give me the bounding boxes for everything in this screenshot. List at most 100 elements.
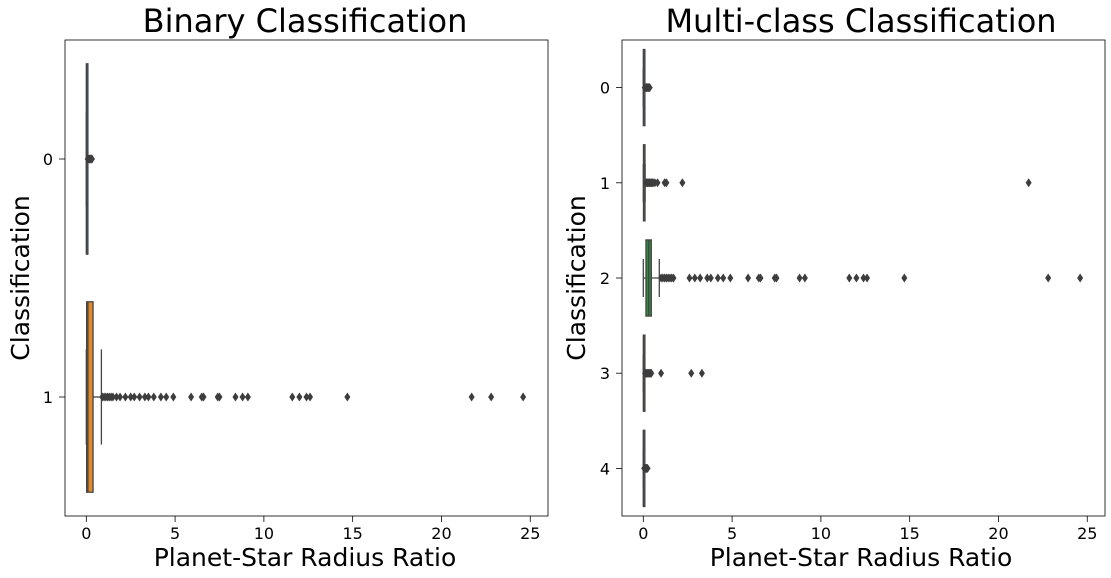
x-tick-label: 5 [727, 524, 737, 543]
outlier-point [188, 392, 195, 402]
outlier-point [296, 392, 303, 402]
outlier-point [131, 392, 138, 402]
outlier-point [1077, 273, 1084, 283]
box-group-0 [641, 48, 653, 127]
outlier-point [117, 392, 124, 402]
y-axis-label-multiclass: Classification [562, 195, 591, 360]
outlier-point [113, 392, 120, 402]
y-tick-label: 1 [43, 388, 53, 407]
y-ticks-binary: 01 [43, 150, 65, 407]
outlier-point [654, 178, 661, 188]
outlier-point [648, 368, 655, 378]
outlier-point [646, 83, 653, 93]
box-group-2 [642, 239, 1084, 317]
y-axis-label-binary: Classification [6, 195, 35, 360]
x-axis-label-binary: Planet-Star Radius Ratio [154, 543, 457, 572]
x-tick-label: 15 [899, 524, 919, 543]
outlier-point [796, 273, 803, 283]
x-tick-label: 0 [638, 524, 648, 543]
x-tick-label: 5 [170, 524, 180, 543]
x-ticks-binary: 0 5 10 15 20 25 [81, 516, 540, 543]
plot-frame-binary [64, 39, 549, 517]
outlier-point [141, 392, 148, 402]
outlier-point [307, 392, 314, 402]
outlier-point [1045, 273, 1052, 283]
x-axis-label-multiclass: Planet-Star Radius Ratio [710, 543, 1013, 572]
box-group-1 [85, 301, 527, 493]
x-tick-label: 0 [81, 524, 91, 543]
outlier-point [344, 392, 351, 402]
outlier-point [801, 273, 808, 283]
outlier-point [704, 273, 711, 283]
x-tick-label: 10 [254, 524, 274, 543]
x-tick-label: 15 [342, 524, 362, 543]
outlier-point [200, 392, 207, 402]
outlier-point [244, 392, 251, 402]
outlier-point [727, 273, 734, 283]
y-tick-label: 2 [600, 269, 610, 288]
y-ticks-multiclass: 0 1 2 3 4 [600, 79, 622, 478]
x-tick-label: 20 [431, 524, 451, 543]
outlier-point [216, 392, 223, 402]
outlier-point [720, 273, 727, 283]
outlier-point [232, 392, 239, 402]
chart-title-binary: Binary Classification [143, 2, 468, 40]
outlier-point [698, 368, 705, 378]
outlier-point [691, 273, 698, 283]
outlier-point [853, 273, 860, 283]
outlier-point [88, 154, 95, 164]
outlier-point [468, 392, 475, 402]
outlier-point [163, 392, 170, 402]
box-group-3 [642, 334, 705, 412]
box-group-1 [642, 144, 1032, 222]
outlier-point [170, 392, 177, 402]
outlier-point [658, 368, 665, 378]
outlier-point [688, 368, 695, 378]
outlier-point [1025, 178, 1032, 188]
outlier-point [289, 392, 296, 402]
outlier-point [150, 392, 157, 402]
plot-marks-binary [84, 63, 527, 493]
outlier-point [644, 463, 651, 473]
outlier-point [663, 178, 670, 188]
outlier-point [145, 392, 152, 402]
outlier-point [901, 273, 908, 283]
x-ticks-multiclass: 0 5 10 15 20 25 [638, 516, 1097, 543]
outlier-point [757, 273, 764, 283]
x-tick-label: 25 [1077, 524, 1097, 543]
outlier-point [127, 392, 134, 402]
outlier-point [679, 178, 686, 188]
outlier-point [846, 273, 853, 283]
outlier-point [157, 392, 164, 402]
outlier-point [303, 392, 310, 402]
chart-multiclass: Multi-class Classification 0 5 10 15 20 25 0 1… [562, 2, 1106, 572]
box-group-4 [641, 429, 651, 508]
plot-marks-multiclass [641, 48, 1084, 508]
y-tick-label: 1 [600, 174, 610, 193]
outlier-point [714, 273, 721, 283]
outlier-point [670, 273, 677, 283]
outlier-point [686, 273, 693, 283]
y-tick-label: 4 [600, 459, 610, 478]
outlier-point [697, 273, 704, 283]
y-tick-label: 0 [600, 79, 610, 98]
outlier-point [520, 392, 527, 402]
box-group-0 [84, 63, 95, 255]
outlier-point [122, 392, 129, 402]
outlier-point [860, 273, 867, 283]
outlier-point [136, 392, 143, 402]
y-tick-label: 3 [600, 364, 610, 383]
outlier-point [745, 273, 752, 283]
x-tick-label: 25 [520, 524, 540, 543]
box [86, 301, 94, 493]
outlier-point [707, 273, 714, 283]
outlier-point [864, 273, 871, 283]
outlier-point [109, 392, 116, 402]
x-tick-label: 20 [988, 524, 1008, 543]
outlier-point [773, 273, 780, 283]
outlier-point [488, 392, 495, 402]
outlier-point [239, 392, 246, 402]
chart-binary: Binary Classification 0 5 10 15 20 25 01 Plan… [6, 2, 549, 572]
x-tick-label: 10 [811, 524, 831, 543]
chart-title-multiclass: Multi-class Classification [665, 2, 1056, 40]
